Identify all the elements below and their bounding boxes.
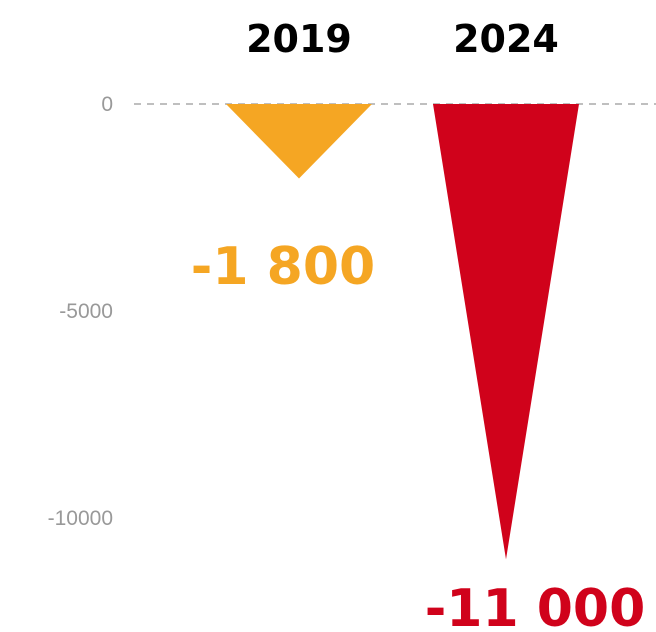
bars (226, 104, 579, 560)
category-label: 2024 (453, 17, 559, 61)
y-tick-label: 0 (101, 93, 113, 116)
data-labels: -1 800 -11 000 (191, 237, 646, 632)
category-label: 2019 (246, 17, 352, 61)
value-label: -1 800 (191, 237, 375, 297)
y-axis: 0 -5000 -10000 (48, 93, 113, 530)
y-tick-label: -5000 (59, 300, 113, 323)
value-label: -11 000 (425, 579, 646, 632)
x-axis-categories: 2019 2024 (246, 17, 559, 61)
y-tick-label: -10000 (48, 507, 113, 530)
bar-2019 (226, 104, 372, 179)
bar-2024 (433, 104, 579, 560)
